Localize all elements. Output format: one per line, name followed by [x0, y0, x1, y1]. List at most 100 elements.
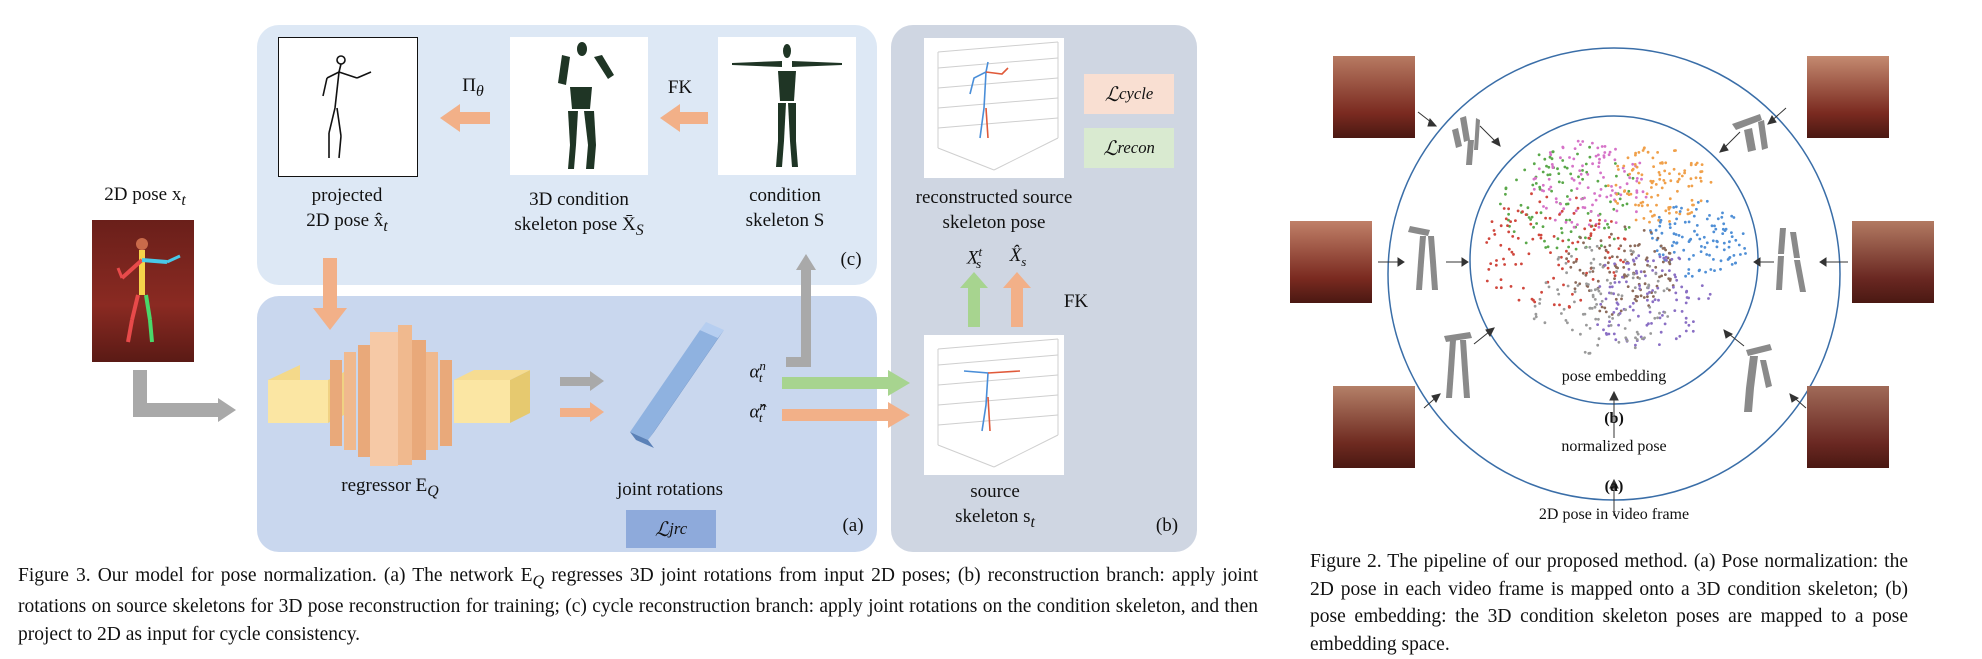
embedding-point	[1582, 241, 1585, 245]
embedding-point	[1545, 195, 1549, 199]
embedding-point	[1499, 243, 1503, 247]
embedding-point	[1609, 291, 1613, 295]
embedding-point	[1659, 244, 1663, 248]
label-2d-pose-text: 2D pose x	[104, 184, 182, 205]
embedding-point	[1668, 269, 1671, 272]
caption-3-sub: Q	[532, 571, 545, 590]
embedding-point	[1674, 337, 1678, 341]
embedding-point	[1680, 310, 1684, 313]
embedding-point	[1653, 290, 1657, 294]
embedding-point	[1612, 311, 1616, 314]
embedding-point	[1635, 179, 1639, 183]
embedding-point	[1577, 175, 1580, 179]
embedding-point	[1640, 177, 1643, 181]
embedding-point	[1622, 237, 1626, 241]
embedding-point	[1612, 271, 1616, 274]
fk-top-arrow	[680, 112, 708, 124]
embedding-point	[1605, 278, 1609, 282]
embedding-point	[1641, 190, 1645, 194]
embedding-point	[1642, 296, 1646, 299]
alpha-sup: n	[759, 358, 766, 373]
embedding-point	[1589, 289, 1593, 292]
embedding-point	[1584, 162, 1588, 166]
embedding-point	[1564, 261, 1568, 265]
pi-label: Πθ	[448, 74, 498, 102]
embedding-point	[1550, 189, 1553, 193]
embedding-point	[1576, 152, 1579, 156]
embedding-point	[1658, 253, 1661, 256]
embedding-point	[1650, 181, 1654, 185]
embedding-point	[1648, 310, 1652, 314]
embedding-point	[1626, 156, 1630, 160]
embedding-point	[1656, 286, 1660, 290]
embedding-point	[1611, 317, 1614, 320]
embedding-point	[1614, 297, 1618, 301]
embedding-point	[1651, 289, 1654, 292]
embedding-point	[1663, 181, 1667, 185]
embedding-point	[1591, 293, 1595, 297]
embedding-point	[1547, 187, 1551, 191]
embedding-point	[1631, 250, 1635, 254]
figure-2-caption: Figure 2. The pipeline of our proposed m…	[1310, 551, 1908, 656]
xs-t-sub: s	[976, 256, 982, 272]
embedding-point	[1594, 224, 1597, 228]
embedding-point	[1623, 170, 1626, 173]
embedding-point	[1710, 224, 1714, 228]
embedding-point	[1638, 161, 1642, 165]
embedding-point	[1668, 279, 1672, 282]
label-3d-condition-line2: skeleton pose X̄	[514, 213, 636, 235]
embedding-point	[1668, 226, 1672, 230]
embedding-point	[1622, 260, 1625, 264]
embedding-point	[1565, 257, 1568, 261]
embedding-point	[1730, 214, 1734, 218]
alpha-symbol: α	[749, 361, 760, 383]
alpha-hat-sub: t	[758, 410, 763, 426]
embedding-point	[1628, 172, 1631, 176]
embedding-point	[1734, 238, 1738, 242]
embedding-point	[1570, 220, 1574, 224]
embedding-point	[1637, 314, 1640, 318]
embedding-point	[1596, 279, 1600, 283]
embedding-point	[1602, 176, 1605, 179]
embedding-point	[1550, 163, 1554, 166]
xs-hat-label: X̂s	[998, 244, 1038, 271]
embedding-point	[1743, 247, 1746, 250]
embedding-point	[1608, 235, 1611, 239]
embedding-point	[1515, 178, 1518, 182]
embedding-point	[1596, 323, 1599, 326]
embedding-point	[1672, 285, 1675, 289]
embedding-point	[1597, 222, 1601, 226]
embedding-point	[1594, 317, 1598, 321]
embedding-point	[1650, 195, 1653, 199]
embedding-point	[1689, 161, 1693, 165]
embedding-point	[1711, 239, 1715, 243]
embedding-point	[1634, 336, 1637, 340]
embedding-point	[1660, 186, 1664, 190]
alpha-label: αnt	[736, 358, 776, 387]
embedding-point	[1617, 247, 1621, 251]
embedding-point	[1646, 295, 1649, 298]
label-regressor-text: regressor E	[341, 475, 428, 496]
embedding-point	[1578, 169, 1582, 173]
embedding-point	[1728, 256, 1732, 259]
embedding-point	[1560, 255, 1563, 259]
embedding-point	[1657, 171, 1661, 174]
embedding-point	[1633, 346, 1637, 350]
embedding-point	[1532, 187, 1536, 191]
embedding-point	[1722, 248, 1726, 252]
embedding-point	[1643, 146, 1646, 150]
embedding-point	[1561, 267, 1564, 271]
panel-b-label: (b)	[1155, 515, 1179, 536]
embedding-point	[1529, 222, 1533, 226]
embedding-point	[1656, 279, 1660, 283]
embedding-point	[1612, 237, 1616, 241]
alpha-arrow	[782, 377, 890, 389]
embedding-point	[1603, 151, 1607, 154]
embedding-point	[1590, 266, 1593, 270]
embedding-point	[1649, 210, 1653, 213]
embedding-point	[1593, 288, 1597, 292]
label-condition-skeleton: condition skeleton S	[700, 184, 870, 233]
embedding-point	[1615, 270, 1618, 273]
embedding-point	[1557, 256, 1561, 259]
